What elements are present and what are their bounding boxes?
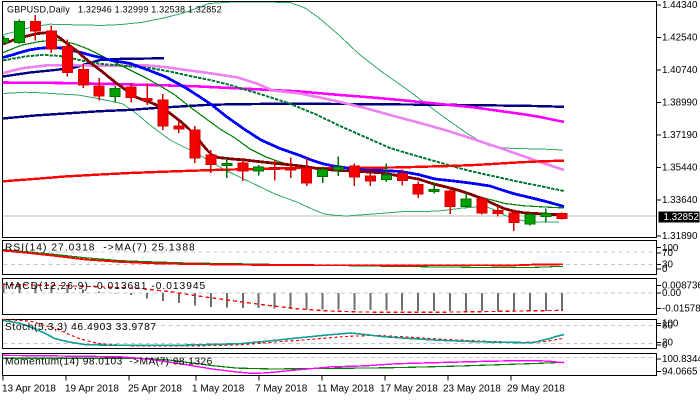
svg-text:1.31890: 1.31890 [662, 231, 698, 242]
svg-text:100.8344: 100.8344 [662, 354, 700, 365]
svg-text:1.38990: 1.38990 [662, 98, 698, 109]
svg-text:1.32852: 1.32852 [664, 212, 699, 223]
svg-text:RSI(14) 27.0318 ->MA(7) 25.13: RSI(14) 27.0318 ->MA(7) 25.1388 [5, 243, 196, 254]
svg-text:GBPUSD,Daily 1.32946 1.32999: GBPUSD,Daily 1.32946 1.32999 1.32538 1.3… [7, 5, 222, 15]
svg-text:20: 20 [662, 337, 673, 348]
svg-text:70: 70 [662, 248, 673, 259]
svg-text:-0.015789: -0.015789 [662, 303, 700, 314]
svg-text:17 May 2018: 17 May 2018 [380, 384, 438, 395]
svg-text:19 Apr 2018: 19 Apr 2018 [65, 384, 119, 395]
svg-text:11 May 2018: 11 May 2018 [317, 384, 375, 395]
svg-text:25 Apr 2018: 25 Apr 2018 [128, 384, 182, 395]
svg-text:80: 80 [662, 321, 673, 332]
svg-text:7 May 2018: 7 May 2018 [255, 384, 308, 395]
svg-text:MACD(12,26,9) -0.013681 -0.013: MACD(12,26,9) -0.013681 -0.013945 [5, 281, 206, 292]
svg-text:1 May 2018: 1 May 2018 [192, 384, 245, 395]
svg-text:1.35440: 1.35440 [662, 163, 698, 174]
svg-text:Momentum(14) 98.0103 ->MA(7): Momentum(14) 98.0103 ->MA(7) 98.1326 [5, 357, 213, 368]
svg-text:23 May 2018: 23 May 2018 [443, 384, 501, 395]
svg-text:1.44340: 1.44340 [662, 0, 698, 11]
svg-text:1.33640: 1.33640 [662, 195, 698, 206]
svg-text:100: 100 [662, 243, 679, 254]
svg-text:13 Apr 2018: 13 Apr 2018 [2, 384, 56, 395]
svg-text:0.00: 0.00 [662, 288, 682, 299]
svg-text:0: 0 [662, 264, 668, 275]
svg-text:1.40740: 1.40740 [662, 65, 698, 76]
svg-text:100: 100 [662, 318, 679, 329]
svg-text:94.0665: 94.0665 [662, 366, 698, 377]
svg-text:30: 30 [662, 259, 673, 270]
svg-text:29 May 2018: 29 May 2018 [507, 384, 565, 395]
svg-text:1.42540: 1.42540 [662, 33, 698, 44]
svg-text:Stoch(5,3,3) 46.4903 33.9787: Stoch(5,3,3) 46.4903 33.9787 [5, 322, 157, 333]
svg-text:1.37190: 1.37190 [662, 130, 698, 141]
svg-text:0: 0 [662, 340, 668, 351]
svg-text:0.008736: 0.008736 [662, 280, 700, 291]
